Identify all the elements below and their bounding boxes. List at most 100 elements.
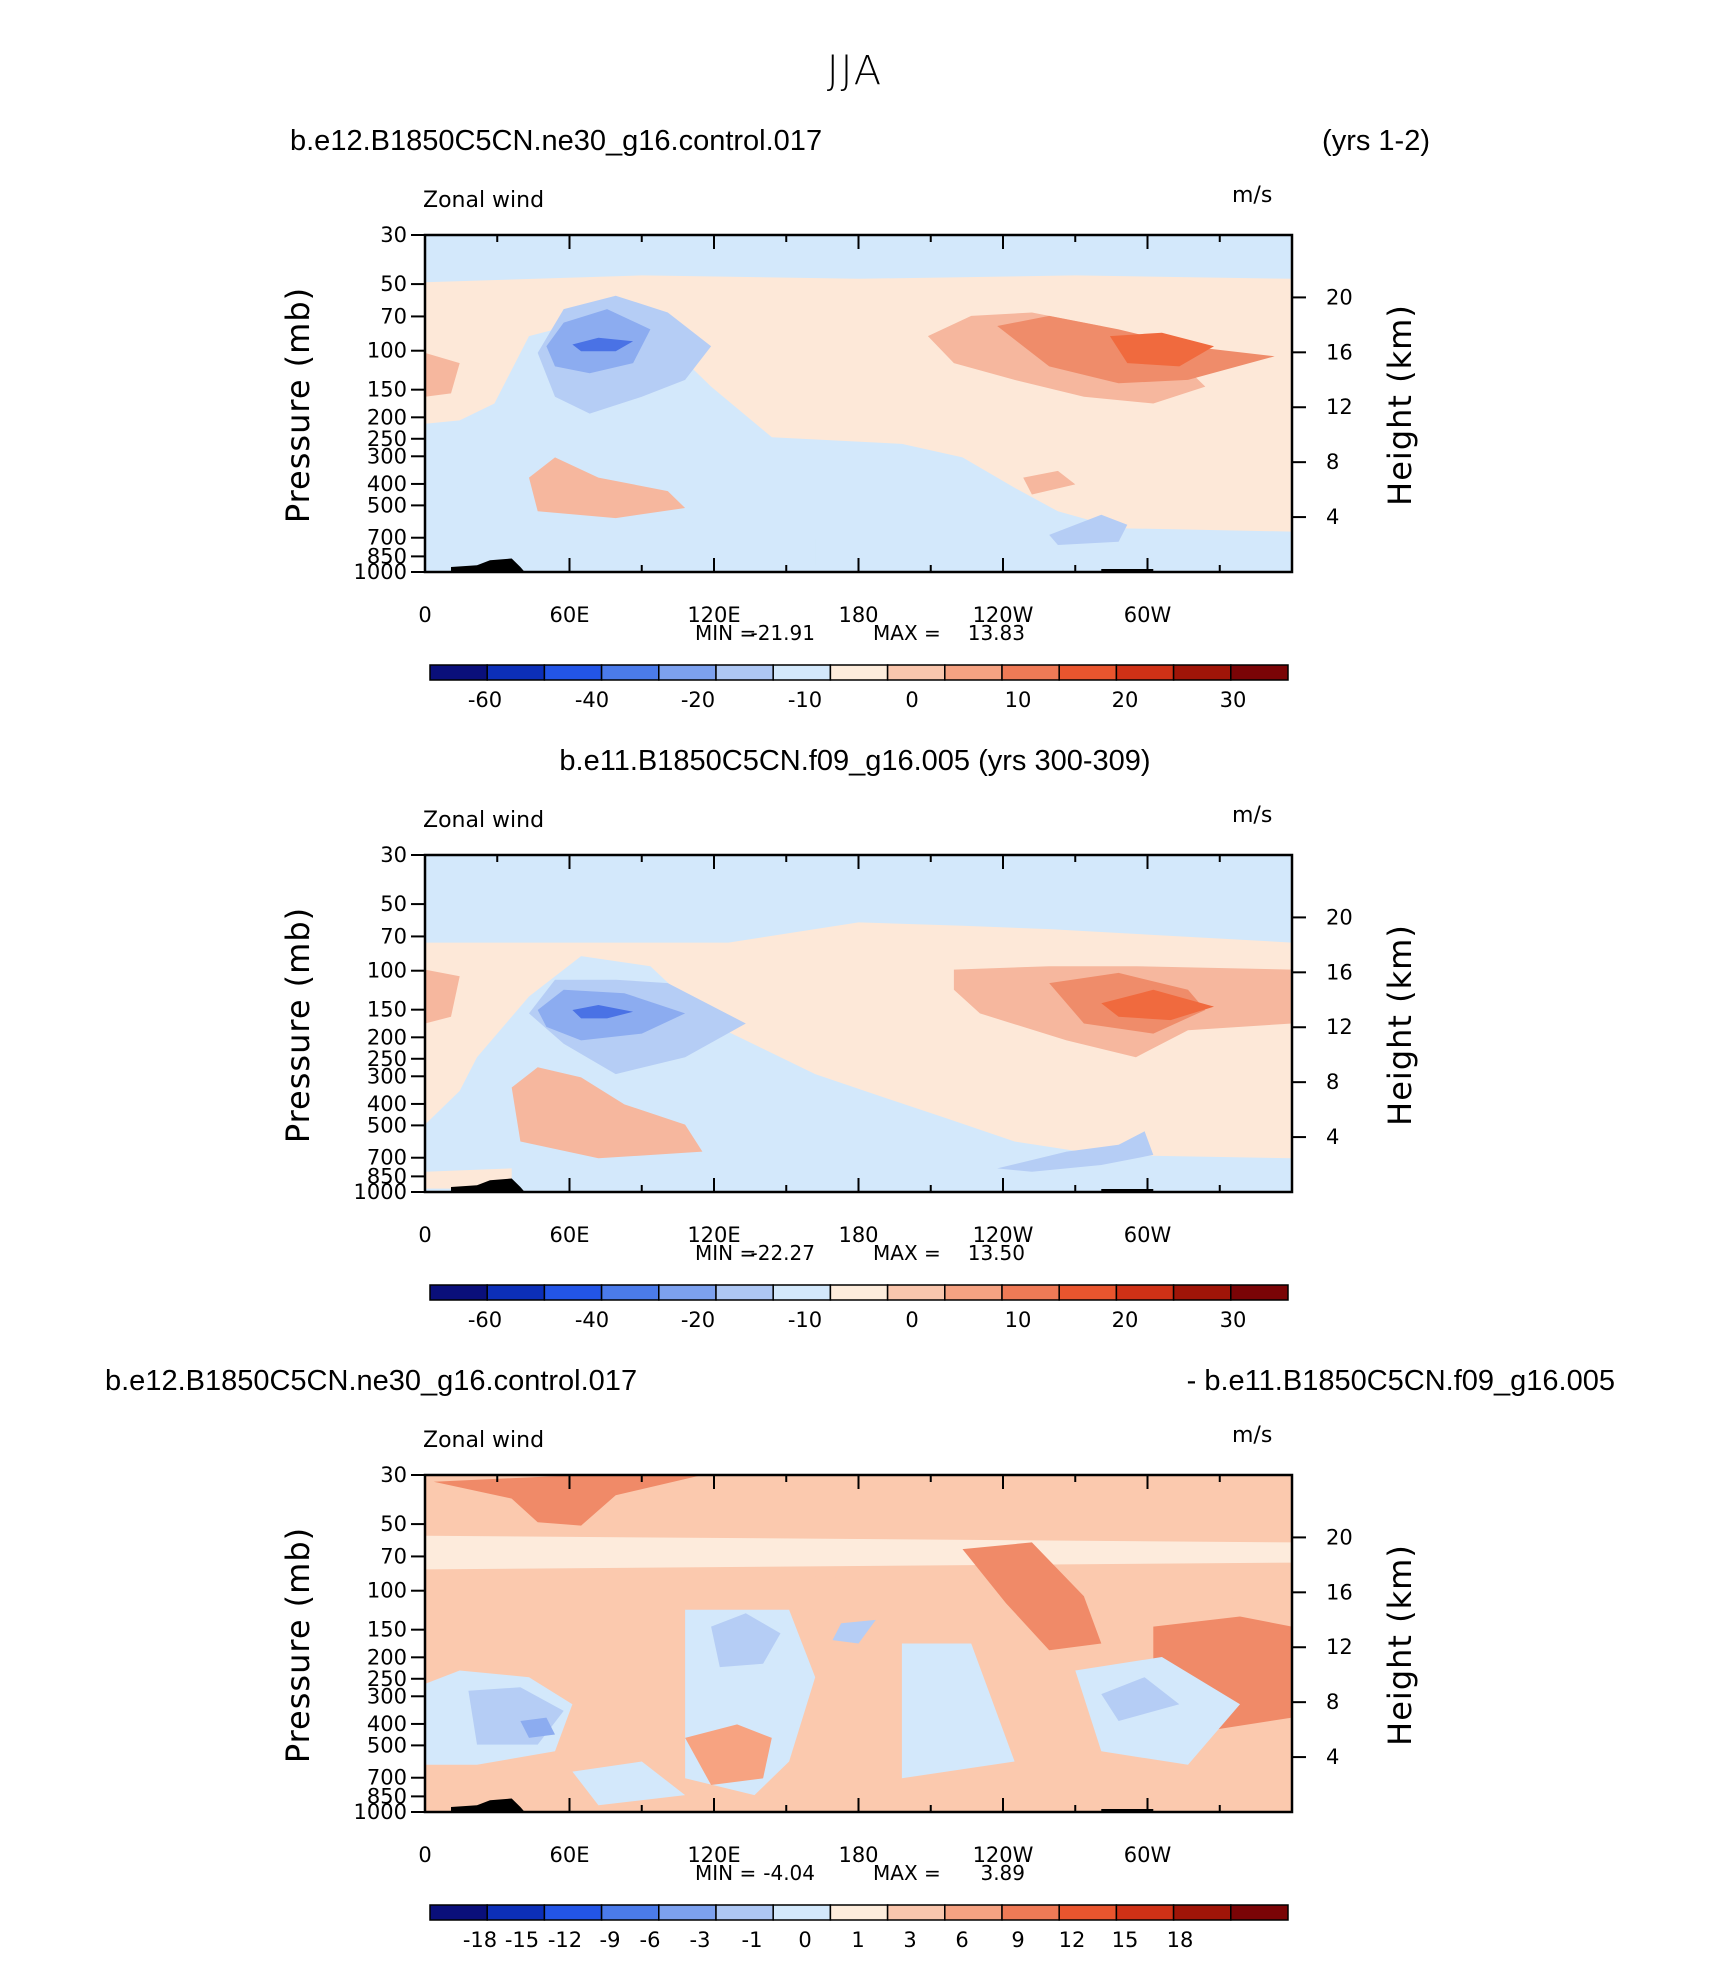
contour-region bbox=[832, 1619, 876, 1644]
subtitle-zonal-wind: Zonal wind bbox=[423, 1428, 545, 1453]
colorbar-label: 0 bbox=[905, 688, 918, 712]
colorbar-label: -12 bbox=[548, 1928, 582, 1952]
contour-plot: 0 60E 120E 180 120W 60W3050701001502002503004… bbox=[354, 843, 1353, 1332]
x-tick-label: 120W bbox=[973, 1843, 1034, 1867]
y-right-tick-label: 8 bbox=[1326, 1070, 1339, 1094]
x-tick-label: 0 bbox=[418, 1843, 431, 1867]
colorbar-label: -20 bbox=[681, 1308, 715, 1332]
topography bbox=[1101, 1189, 1154, 1192]
y-tick-label: 150 bbox=[367, 378, 407, 402]
colorbar-label: 9 bbox=[1011, 1928, 1024, 1952]
contour-region bbox=[901, 1643, 1015, 1779]
topography bbox=[451, 558, 525, 572]
x-tick-label: 60E bbox=[550, 1223, 590, 1247]
contour-plot: 0 60E 120E 180 120W 60W3050701001502002503004… bbox=[354, 1463, 1353, 1952]
y-tick-label: 300 bbox=[367, 1064, 407, 1088]
x-tick-label: 120E bbox=[687, 1223, 740, 1247]
panel-title-left: b.e12.B1850C5CN.ne30_g16.control.017 bbox=[105, 1365, 638, 1397]
contour-region bbox=[1049, 514, 1128, 545]
y-tick-label: 700 bbox=[367, 1766, 407, 1790]
y-right-tick-label: 4 bbox=[1326, 1125, 1339, 1149]
y-tick-label: 700 bbox=[367, 526, 407, 550]
colorbar-swatch bbox=[486, 1904, 546, 1921]
contour-region bbox=[1109, 332, 1214, 367]
colorbar-swatch bbox=[886, 1904, 946, 1921]
contour-region bbox=[962, 1542, 1102, 1651]
y-tick-label: 500 bbox=[367, 493, 407, 517]
x-tick-label: 180 bbox=[838, 603, 878, 627]
colorbar-label: 15 bbox=[1112, 1928, 1139, 1952]
colorbar-swatch bbox=[715, 1904, 774, 1921]
y-tick-label: 400 bbox=[367, 472, 407, 496]
x-tick-label: 120W bbox=[973, 1223, 1034, 1247]
panel-title-right: - b.e11.B1850C5CN.f09_g16.005 bbox=[1186, 1365, 1615, 1397]
colorbar-swatch bbox=[1230, 1904, 1289, 1921]
y-tick-label: 300 bbox=[367, 1684, 407, 1708]
min-label: MIN = bbox=[695, 1241, 756, 1265]
y-right-tick-label: 4 bbox=[1326, 1745, 1339, 1769]
x-tick-label: 60E bbox=[550, 1843, 590, 1867]
contour-region bbox=[425, 1535, 1292, 1570]
colorbar-label: -40 bbox=[575, 688, 609, 712]
colorbar-label: 30 bbox=[1220, 1308, 1247, 1332]
colorbar-swatch bbox=[658, 1904, 717, 1921]
y-tick-label: 50 bbox=[380, 272, 407, 296]
x-tick-label: 60W bbox=[1124, 603, 1172, 627]
y-tick-label: 250 bbox=[367, 1667, 407, 1691]
colorbar-label: -15 bbox=[505, 1928, 539, 1952]
max-label: MAX = bbox=[873, 1861, 941, 1885]
panel-control: b.e12.B1850C5CN.ne30_g16.control.017 (yrs… bbox=[0, 0, 1710, 712]
contour-region bbox=[511, 1067, 703, 1159]
x-tick-label: 60W bbox=[1124, 1843, 1172, 1867]
y-tick-label: 850 bbox=[367, 1784, 407, 1808]
y-right-tick-label: 12 bbox=[1326, 1015, 1353, 1039]
units-label: m/s bbox=[1232, 183, 1273, 208]
colorbar-label: 18 bbox=[1167, 1928, 1194, 1952]
panel-title-left: b.e12.B1850C5CN.ne30_g16.control.017 bbox=[290, 125, 823, 157]
contour-region bbox=[572, 1761, 686, 1806]
topography bbox=[451, 1798, 525, 1812]
colorbar-label: -40 bbox=[575, 1308, 609, 1332]
y-tick-label: 100 bbox=[367, 1579, 407, 1603]
colorbar-swatch bbox=[829, 1904, 889, 1921]
topography bbox=[1101, 1809, 1154, 1812]
colorbar-label: -18 bbox=[463, 1928, 497, 1952]
contour-plot: 0 60E 120E 180 120W 60W3050701001502002503004… bbox=[354, 223, 1353, 712]
y-tick-label: 850 bbox=[367, 1164, 407, 1188]
max-label: MAX = bbox=[873, 1241, 941, 1265]
colorbar-label: 1 bbox=[851, 1928, 864, 1952]
min-value: -4.04 bbox=[763, 1861, 815, 1885]
x-tick-label: 0 bbox=[418, 1223, 431, 1247]
y-tick-label: 30 bbox=[380, 843, 407, 867]
colorbar-swatch bbox=[600, 1904, 660, 1921]
y-right-tick-label: 20 bbox=[1326, 905, 1353, 929]
contour-region bbox=[711, 1613, 781, 1668]
y-right-tick-label: 20 bbox=[1326, 1525, 1353, 1549]
min-label: MIN = bbox=[695, 1861, 756, 1885]
contour-region bbox=[425, 1475, 1292, 1604]
topography bbox=[451, 1178, 525, 1192]
subtitle-zonal-wind: Zonal wind bbox=[423, 808, 545, 833]
y-tick-label: 30 bbox=[380, 1463, 407, 1487]
y-tick-label: 250 bbox=[367, 427, 407, 451]
colorbar-label: -9 bbox=[600, 1928, 621, 1952]
y-tick-label: 200 bbox=[367, 1645, 407, 1669]
contour-region bbox=[1101, 1677, 1180, 1721]
y-tick-label: 70 bbox=[380, 924, 407, 948]
y-right-tick-label: 8 bbox=[1326, 450, 1339, 474]
x-tick-label: 60W bbox=[1124, 1223, 1172, 1247]
y-right-tick-label: 12 bbox=[1326, 1635, 1353, 1659]
contour-region bbox=[529, 457, 686, 519]
y-right-tick-label: 8 bbox=[1326, 1690, 1339, 1714]
colorbar-swatch bbox=[429, 1904, 488, 1921]
colorbar-swatch bbox=[1230, 664, 1289, 681]
contour-region bbox=[1075, 1657, 1240, 1765]
colorbar-label: 10 bbox=[1005, 1308, 1032, 1332]
contour-region bbox=[1023, 470, 1076, 495]
x-tick-label: 180 bbox=[838, 1843, 878, 1867]
min-label: MIN = bbox=[695, 621, 756, 645]
colorbar-label: 30 bbox=[1220, 688, 1247, 712]
topography bbox=[1101, 569, 1154, 572]
contour-region bbox=[997, 1131, 1154, 1172]
colorbar-label: 6 bbox=[955, 1928, 968, 1952]
